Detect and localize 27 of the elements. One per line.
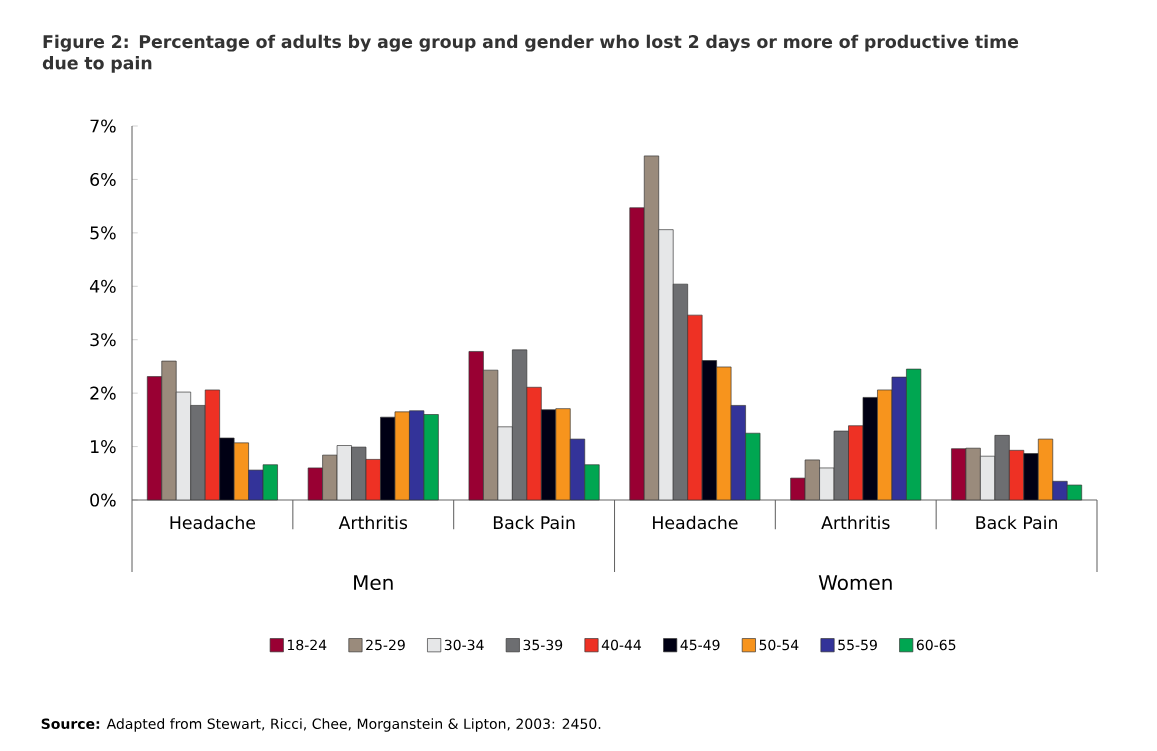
legend-label: 45-49: [680, 639, 720, 651]
legend-label: 50-54: [759, 639, 799, 651]
legend-label: 60-65: [916, 639, 956, 651]
text: Source: Adapted from Stewart, Ricci, Chee, Morganstein & Lipton, 2003: 2450.: [41, 718, 601, 732]
legend-label: 35-39: [523, 639, 563, 651]
y-tick-label: 5%: [90, 226, 116, 240]
y-tick-label: 3%: [90, 333, 116, 347]
y-tick-label: 7%: [90, 119, 116, 133]
legend-label: 40-44: [601, 639, 642, 651]
x-tick-label: Headache: [653, 515, 738, 530]
y-tick-label: 1%: [91, 440, 116, 454]
y-tick-label: 2%: [90, 386, 116, 400]
legend-label: 18-24: [287, 639, 327, 651]
legend-label: 25-29: [366, 639, 405, 651]
y-tick-label: 6%: [90, 172, 116, 186]
chart-title: Figure 2: Percentage of adults by age group and gender who lost 2 days or more of productive time due to pain: [42, 34, 1019, 73]
legend-label: 55-59: [838, 639, 877, 651]
x-tick-label: Arthritis: [821, 515, 890, 530]
x-tick-label: Back Pain: [976, 515, 1057, 530]
text: Women: [818, 575, 892, 591]
y-tick-label: 0%: [90, 493, 116, 507]
x-tick-label: Arthritis: [338, 515, 408, 530]
legend-label: 30-34: [444, 639, 484, 651]
text: Men: [354, 575, 393, 591]
x-tick-label: Back Pain: [493, 515, 575, 530]
x-tick-label: Headache: [170, 515, 256, 530]
y-tick-label: 4%: [89, 279, 116, 293]
